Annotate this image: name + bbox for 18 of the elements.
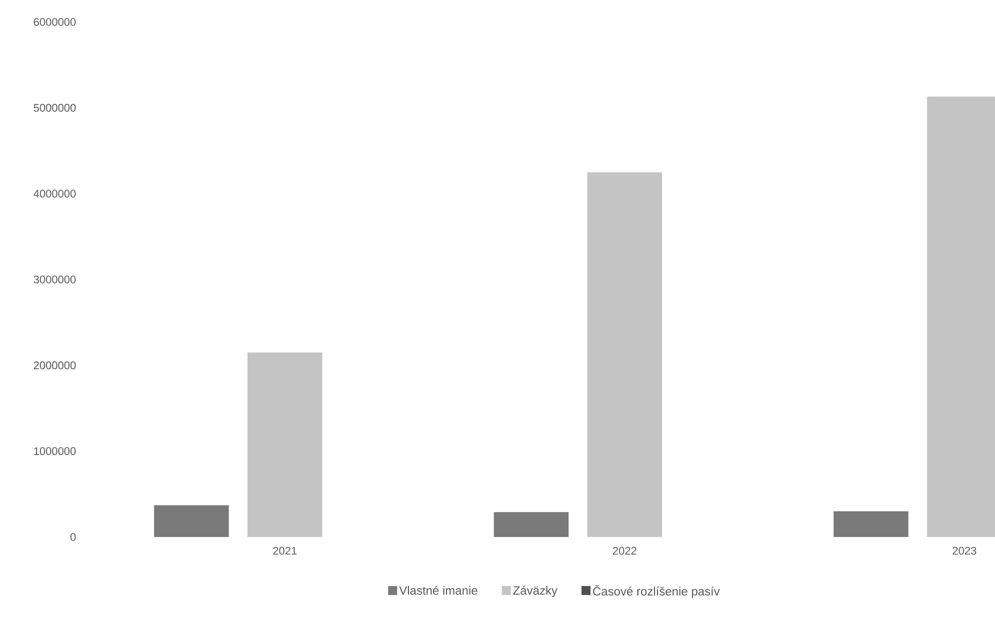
- y-tick-label: 0: [70, 533, 76, 541]
- x-tick-label: 2023: [952, 546, 976, 555]
- x-tick-label: 2021: [273, 546, 297, 555]
- y-tick-label: 1000000: [34, 447, 76, 456]
- x-tick-label: 2022: [612, 546, 636, 555]
- y-tick-label: 4000000: [34, 190, 76, 198]
- legend-label: Vlastné imanie: [399, 586, 478, 595]
- y-tick-label: 3000000: [34, 276, 76, 284]
- bar: [834, 511, 908, 537]
- y-tick-label: 5000000: [34, 104, 76, 112]
- bar: [248, 352, 322, 537]
- legend-label: Záväzky: [513, 586, 558, 598]
- y-tick-label: 2000000: [34, 361, 76, 370]
- legend-label: Časové rozlíšenie pasív: [593, 584, 720, 598]
- bar: [494, 512, 569, 537]
- bar: [587, 172, 662, 537]
- y-tick-label: 6000000: [34, 18, 76, 26]
- bar: [154, 505, 229, 537]
